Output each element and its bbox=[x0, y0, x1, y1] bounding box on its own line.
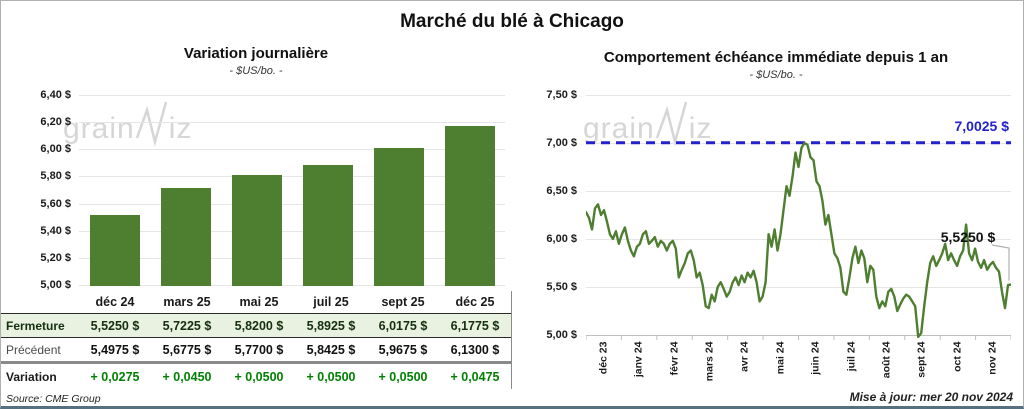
table-header-row: déc 24 mars 25 mai 25 juil 25 sept 25 déc 25 bbox=[1, 291, 511, 313]
updated-note: Mise à jour: mer 20 nov 2024 bbox=[849, 390, 1013, 404]
bar bbox=[302, 164, 353, 286]
x-axis-label: juil 24 bbox=[845, 341, 858, 372]
grainwiz-watermark: grain iz bbox=[63, 101, 193, 147]
price-line bbox=[586, 141, 1011, 339]
price-table: déc 24 mars 25 mai 25 juil 25 sept 25 déc 25 F… bbox=[1, 291, 512, 389]
page-title: Marché du blé à Chicago bbox=[400, 11, 624, 32]
bar bbox=[444, 126, 495, 286]
y-axis-label: 5,60 $ bbox=[40, 197, 71, 210]
table-cell: + 0,0500 bbox=[306, 369, 356, 384]
right-chart-title: Comportement échéance immédiate depuis 1… bbox=[603, 49, 949, 66]
y-axis-label: 5,20 $ bbox=[40, 251, 71, 264]
table-row-previous: Précédent 5,4975 $ 5,6775 $ 5,7700 $ 5,8425 … bbox=[1, 338, 511, 364]
table-cell: + 0,0475 bbox=[450, 369, 500, 384]
bar bbox=[89, 214, 140, 286]
table-cell: + 0,0500 bbox=[378, 369, 428, 384]
gridline bbox=[79, 230, 505, 232]
gridline bbox=[79, 122, 505, 124]
gridline bbox=[79, 95, 505, 96]
table-cell: 5,8200 $ bbox=[234, 318, 284, 333]
x-axis-label: oct 24 bbox=[951, 341, 964, 372]
bar bbox=[160, 187, 211, 286]
watermark-text: iz bbox=[168, 112, 193, 145]
x-axis-label: août 24 bbox=[880, 341, 893, 379]
left-y-axis-labels: 6,40 $ 6,20 $ 6,00 $ 5,80 $ 5,60 $ 5,40 $ 5,20… bbox=[5, 89, 71, 291]
y-axis-label: 6,00 $ bbox=[546, 233, 577, 245]
table-cell: 5,9675 $ bbox=[378, 342, 428, 357]
x-axis-label: juin 24 bbox=[809, 341, 822, 375]
table-cell: 6,1300 $ bbox=[450, 342, 500, 357]
y-axis-label: 7,50 $ bbox=[546, 89, 577, 101]
y-axis-label: 5,50 $ bbox=[546, 281, 577, 293]
watermark-text: grain bbox=[583, 112, 655, 145]
x-axis-label: mars 24 bbox=[703, 341, 716, 382]
y-axis-label: 7,00 $ bbox=[546, 137, 577, 149]
table-cell: 5,4975 $ bbox=[90, 342, 140, 357]
watermark-zigzag-icon bbox=[135, 101, 167, 147]
table-cell: 5,5250 $ bbox=[90, 318, 140, 333]
daily-variation-bar-plot bbox=[79, 95, 505, 286]
table-cell: 6,1775 $ bbox=[450, 318, 500, 333]
column-header: sept 25 bbox=[381, 295, 425, 309]
x-axis-label: mai 24 bbox=[774, 341, 787, 375]
y-axis-label: 5,00 $ bbox=[546, 329, 577, 341]
reference-price-label: 7,0025 $ bbox=[954, 118, 1010, 134]
table-cell: 5,7700 $ bbox=[234, 342, 284, 357]
watermark-zigzag-icon bbox=[655, 101, 687, 147]
y-axis-label: 6,20 $ bbox=[40, 116, 71, 129]
table-cell: + 0,0450 bbox=[162, 369, 212, 384]
x-axis-label: avr 24 bbox=[738, 341, 751, 372]
table-cell: 6,0175 $ bbox=[378, 318, 428, 333]
watermark-text: iz bbox=[688, 112, 713, 145]
table-cell: 5,8925 $ bbox=[306, 318, 356, 333]
left-chart-title: Variation journalière bbox=[183, 45, 329, 62]
callout-line bbox=[991, 244, 1010, 281]
table-cell: + 0,0500 bbox=[234, 369, 284, 384]
x-axis-label: févr 24 bbox=[668, 341, 681, 376]
table-row-variation: Variation + 0,0275 + 0,0450 + 0,0500 + 0,050… bbox=[1, 364, 511, 389]
gridline bbox=[79, 285, 505, 286]
x-axis-label: nov 24 bbox=[986, 341, 999, 375]
column-header: déc 24 bbox=[95, 295, 135, 309]
y-axis-label: 6,50 $ bbox=[546, 185, 577, 197]
x-axis-label: déc 23 bbox=[597, 341, 610, 375]
gridline bbox=[79, 149, 505, 151]
last-price-label: 5,5250 $ bbox=[940, 229, 996, 245]
column-header: mars 25 bbox=[163, 295, 211, 309]
table-cell: 5,8425 $ bbox=[306, 342, 356, 357]
left-chart-subtitle: - $US/bo. - bbox=[229, 65, 283, 77]
table-cell: 5,7225 $ bbox=[162, 318, 212, 333]
gridline bbox=[79, 203, 505, 205]
x-axis-label: sept 24 bbox=[915, 341, 928, 378]
column-header: mai 25 bbox=[239, 295, 279, 309]
source-note: Source: CME Group bbox=[6, 393, 101, 405]
table-cell: + 0,0275 bbox=[90, 369, 140, 384]
x-axis-label: janv 24 bbox=[632, 341, 645, 378]
row-label: Précédent bbox=[6, 342, 61, 357]
row-label: Variation bbox=[6, 369, 57, 384]
right-chart-subtitle: - $US/bo. - bbox=[749, 69, 803, 81]
y-axis-label: 6,00 $ bbox=[40, 143, 71, 156]
table-row-close: Fermeture 5,5250 $ 5,7225 $ 5,8200 $ 5,8925 … bbox=[1, 313, 511, 338]
y-axis-label: 6,40 $ bbox=[40, 89, 71, 101]
bar bbox=[231, 174, 282, 286]
bar bbox=[373, 147, 424, 286]
watermark-text: grain bbox=[63, 112, 135, 145]
y-axis-label: 5,00 $ bbox=[40, 279, 71, 291]
gridline bbox=[79, 176, 505, 178]
right-y-axis-labels: 7,50 $ 7,00 $ 6,50 $ 6,00 $ 5,50 $ 5,00 $ bbox=[511, 89, 577, 341]
column-header: déc 25 bbox=[455, 295, 495, 309]
y-axis-label: 5,80 $ bbox=[40, 170, 71, 183]
column-header: juil 25 bbox=[313, 295, 349, 309]
grainwiz-watermark: grain iz bbox=[583, 101, 713, 147]
table-cell: 5,6775 $ bbox=[162, 342, 212, 357]
row-label: Fermeture bbox=[6, 318, 65, 333]
front-month-line-plot bbox=[586, 95, 1011, 340]
y-axis-label: 5,40 $ bbox=[40, 224, 71, 237]
gridline bbox=[79, 257, 505, 259]
